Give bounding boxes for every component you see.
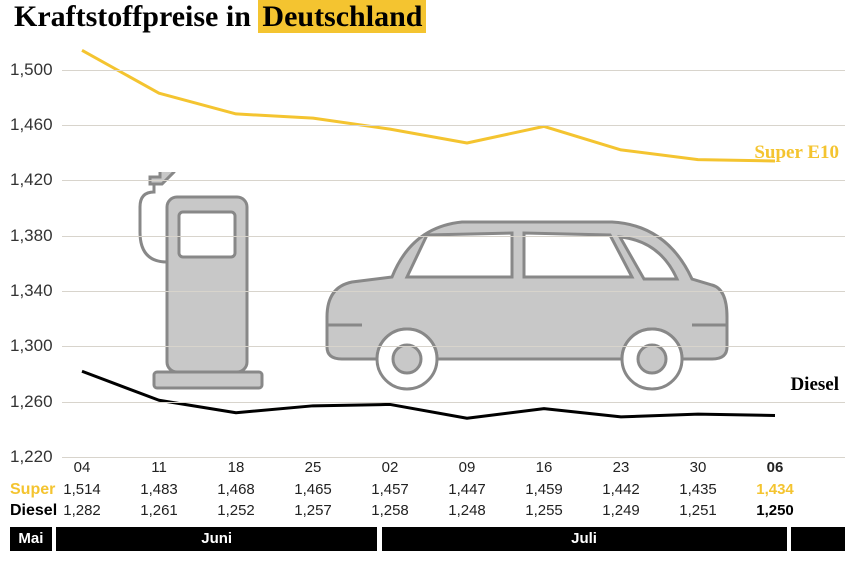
x-tick-label: 11 bbox=[151, 459, 167, 476]
gridline bbox=[62, 236, 845, 237]
x-tick-label: 23 bbox=[613, 459, 630, 476]
chart-title: Kraftstoffpreise in Deutschland bbox=[10, 0, 845, 42]
gridline bbox=[62, 125, 845, 126]
y-tick-label: 1,420 bbox=[10, 170, 53, 190]
data-row-diesel: Diesel 1,282 1,261 1,252 1,257 1,258 1,248 1,2… bbox=[10, 502, 845, 523]
data-cell: 1,514 bbox=[63, 481, 101, 498]
data-cell: 1,282 bbox=[63, 502, 101, 519]
data-cell: 1,483 bbox=[140, 481, 178, 498]
plot-region bbox=[62, 42, 845, 457]
x-tick-label: 25 bbox=[305, 459, 322, 476]
gridline bbox=[62, 402, 845, 403]
y-tick-label: 1,460 bbox=[10, 115, 53, 135]
x-tick-label: 18 bbox=[228, 459, 245, 476]
y-tick-label: 1,380 bbox=[10, 226, 53, 246]
chart-area: Super E10 Diesel 1,2201,2601,3001,3401,3… bbox=[10, 42, 845, 457]
y-tick-label: 1,340 bbox=[10, 281, 53, 301]
data-table: Super 1,514 1,483 1,468 1,465 1,457 1,447 1,45… bbox=[10, 481, 845, 523]
data-cell: 1,250 bbox=[756, 502, 794, 519]
data-cell: 1,252 bbox=[217, 502, 255, 519]
gridline bbox=[62, 291, 845, 292]
y-tick-label: 1,500 bbox=[10, 60, 53, 80]
data-cell: 1,251 bbox=[679, 502, 717, 519]
data-cell: 1,255 bbox=[525, 502, 563, 519]
data-row-super: Super 1,514 1,483 1,468 1,465 1,457 1,447 1,45… bbox=[10, 481, 845, 502]
data-cell: 1,261 bbox=[140, 502, 178, 519]
y-tick-label: 1,260 bbox=[10, 392, 53, 412]
car-icon bbox=[312, 197, 732, 402]
x-tick-label: 30 bbox=[690, 459, 707, 476]
data-cell: 1,442 bbox=[602, 481, 640, 498]
gridline bbox=[62, 180, 845, 181]
data-cell: 1,447 bbox=[448, 481, 486, 498]
gridline bbox=[62, 346, 845, 347]
data-cell: 1,435 bbox=[679, 481, 717, 498]
month-bar: MaiJuniJuli bbox=[10, 527, 845, 551]
x-tick-label: 06 bbox=[767, 459, 784, 476]
row-label-super: Super bbox=[10, 481, 55, 499]
title-prefix: Kraftstoffpreise in bbox=[14, 0, 258, 33]
x-axis-labels: 04 11 18 25 02 09 16 23 30 06 bbox=[10, 459, 845, 481]
x-tick-label: 16 bbox=[536, 459, 553, 476]
x-tick-label: 04 bbox=[74, 459, 91, 476]
month-segment: Juli bbox=[382, 527, 787, 551]
data-cell: 1,465 bbox=[294, 481, 332, 498]
data-cell: 1,457 bbox=[371, 481, 409, 498]
data-cell: 1,258 bbox=[371, 502, 409, 519]
data-cell: 1,459 bbox=[525, 481, 563, 498]
data-cell: 1,257 bbox=[294, 502, 332, 519]
data-cell: 1,248 bbox=[448, 502, 486, 519]
series-label-diesel: Diesel bbox=[790, 374, 839, 396]
x-tick-label: 02 bbox=[382, 459, 399, 476]
x-tick-label: 09 bbox=[459, 459, 476, 476]
series-label-super: Super E10 bbox=[754, 142, 839, 164]
row-label-diesel: Diesel bbox=[10, 502, 57, 520]
data-cell: 1,468 bbox=[217, 481, 255, 498]
y-tick-label: 1,300 bbox=[10, 336, 53, 356]
data-cell: 1,434 bbox=[756, 481, 794, 498]
title-highlight: Deutschland bbox=[258, 0, 426, 33]
month-segment: Mai bbox=[10, 527, 52, 551]
month-segment bbox=[791, 527, 845, 551]
gridline bbox=[62, 70, 845, 71]
data-cell: 1,249 bbox=[602, 502, 640, 519]
month-segment: Juni bbox=[56, 527, 377, 551]
fuel-pump-icon bbox=[132, 172, 272, 402]
gridline bbox=[62, 457, 845, 458]
